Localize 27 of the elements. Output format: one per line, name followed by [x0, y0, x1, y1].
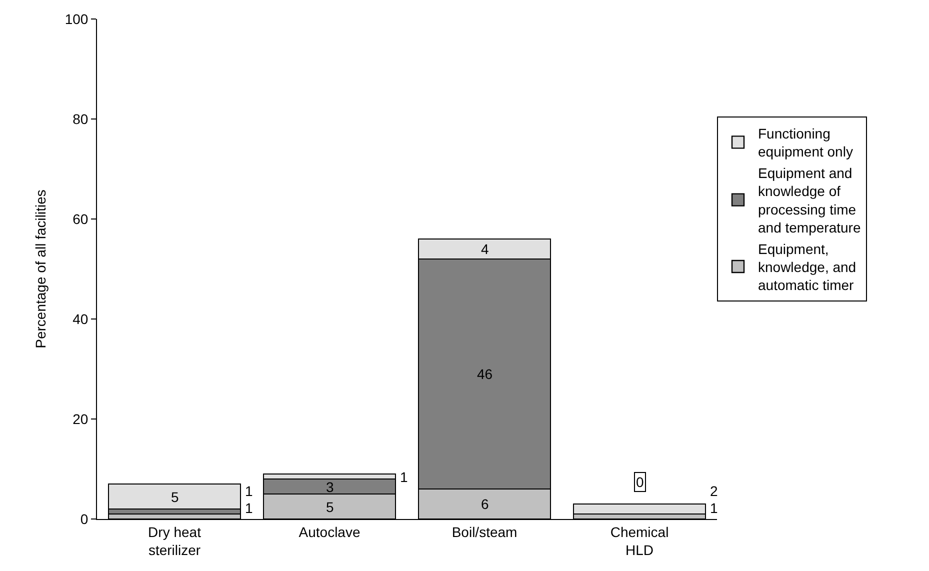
legend-label: Functioning equipment only [758, 126, 853, 160]
y-tick-label: 0 [80, 510, 88, 527]
y-tick-label: 20 [72, 410, 88, 427]
data-label: 1 [245, 500, 253, 516]
data-label: 1 [400, 469, 408, 485]
data-label: 0 [636, 474, 644, 490]
y-tick-label: 60 [72, 210, 88, 227]
bar [573, 503, 706, 515]
x-tick-label: Boil/steam [452, 524, 518, 540]
x-tick-label: Dry heat sterilizer [148, 524, 202, 558]
x-tick-label: Autoclave [298, 524, 360, 540]
x-tick-label: Chemical HLD [610, 524, 669, 558]
data-label: 5 [326, 499, 334, 515]
y-axis-title: Percentage of all facilities [32, 190, 48, 348]
data-label: 4 [481, 241, 489, 257]
y-tick-label: 80 [72, 110, 88, 127]
data-label: 3 [326, 479, 334, 495]
data-label: 1 [245, 483, 253, 499]
data-label: 1 [710, 500, 718, 516]
data-label: 2 [710, 483, 718, 499]
legend-label: Equipment and knowledge of processing time and temperature [758, 164, 861, 236]
legend-label: Equipment, knowledge, and automatic timer [758, 240, 856, 294]
y-tick-label: 40 [72, 310, 88, 327]
data-label: 6 [481, 496, 489, 512]
data-label: 46 [477, 366, 493, 382]
y-tick-label: 100 [64, 10, 88, 27]
data-label: 5 [171, 489, 179, 505]
